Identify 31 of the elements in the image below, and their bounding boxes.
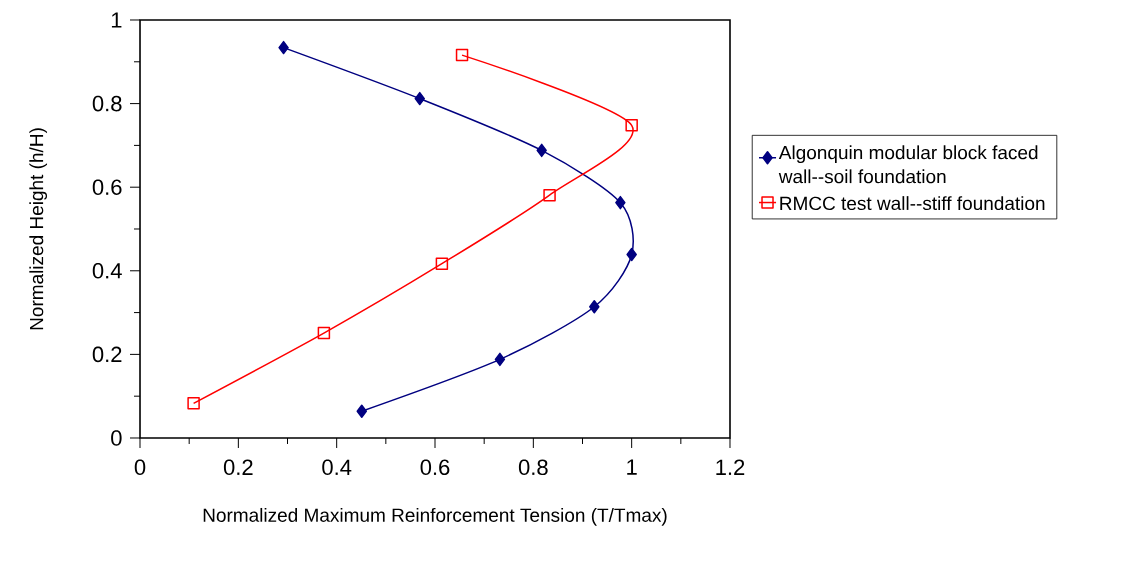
y-tick-label: 1	[111, 12, 122, 28]
x-tick-label: 1	[627, 459, 637, 475]
y-axis-title: Normalized Height (h/H)	[29, 128, 48, 330]
point	[356, 404, 367, 418]
point	[455, 48, 469, 62]
point	[317, 326, 331, 340]
x-tick-label: 0.4	[322, 459, 352, 476]
x-tick-label: 1.2	[716, 459, 745, 475]
point	[625, 119, 638, 132]
point	[543, 188, 556, 202]
legend-label: RMCC test wall--stiff foundation	[780, 196, 1045, 211]
point	[187, 397, 200, 410]
point	[626, 247, 637, 262]
y-tick-label: 0	[111, 430, 122, 446]
x-tick-label: 0.8	[518, 459, 548, 476]
y-tick-label: 0.8	[92, 95, 122, 112]
x-tick-label: 0	[134, 459, 146, 476]
point	[414, 91, 426, 106]
point	[615, 195, 626, 210]
point	[494, 352, 506, 367]
point	[278, 40, 289, 55]
x-axis-title: Normalized Maximum Reinforcement Tension (T/Tmax)	[203, 507, 667, 526]
y-tick-label: 0.2	[92, 346, 122, 363]
legend-label: Algonquin modular block faced wall--soil foundation	[778, 145, 1038, 184]
point	[435, 257, 449, 270]
y-tick-label: 0.4	[92, 262, 122, 279]
y-tick-label: 0.6	[92, 179, 122, 195]
point	[536, 143, 547, 158]
x-tick-label: 0.2	[223, 459, 253, 476]
point	[589, 299, 600, 314]
x-tick-label: 0.6	[420, 459, 450, 476]
